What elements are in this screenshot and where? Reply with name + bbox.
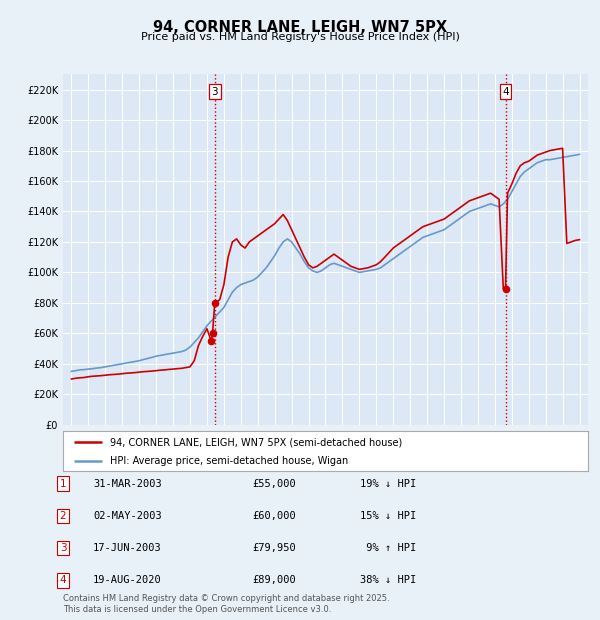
Text: 94, CORNER LANE, LEIGH, WN7 5PX (semi-detached house): 94, CORNER LANE, LEIGH, WN7 5PX (semi-de… [110, 437, 403, 447]
Text: 4: 4 [502, 87, 509, 97]
Text: 15% ↓ HPI: 15% ↓ HPI [360, 511, 416, 521]
Text: 19% ↓ HPI: 19% ↓ HPI [360, 479, 416, 489]
Text: 38% ↓ HPI: 38% ↓ HPI [360, 575, 416, 585]
Text: £79,950: £79,950 [252, 543, 296, 553]
Text: £89,000: £89,000 [252, 575, 296, 585]
Text: Price paid vs. HM Land Registry's House Price Index (HPI): Price paid vs. HM Land Registry's House … [140, 32, 460, 42]
Text: 31-MAR-2003: 31-MAR-2003 [93, 479, 162, 489]
Text: 2: 2 [59, 511, 67, 521]
Text: 19-AUG-2020: 19-AUG-2020 [93, 575, 162, 585]
Text: £55,000: £55,000 [252, 479, 296, 489]
Text: 3: 3 [59, 543, 67, 553]
Text: 4: 4 [59, 575, 67, 585]
Text: Contains HM Land Registry data © Crown copyright and database right 2025.
This d: Contains HM Land Registry data © Crown c… [63, 595, 389, 614]
Text: 3: 3 [211, 87, 218, 97]
Text: 17-JUN-2003: 17-JUN-2003 [93, 543, 162, 553]
Text: 1: 1 [59, 479, 67, 489]
Text: £60,000: £60,000 [252, 511, 296, 521]
Text: 9% ↑ HPI: 9% ↑ HPI [360, 543, 416, 553]
Text: HPI: Average price, semi-detached house, Wigan: HPI: Average price, semi-detached house,… [110, 456, 349, 466]
Text: 02-MAY-2003: 02-MAY-2003 [93, 511, 162, 521]
Text: 94, CORNER LANE, LEIGH, WN7 5PX: 94, CORNER LANE, LEIGH, WN7 5PX [153, 20, 447, 35]
